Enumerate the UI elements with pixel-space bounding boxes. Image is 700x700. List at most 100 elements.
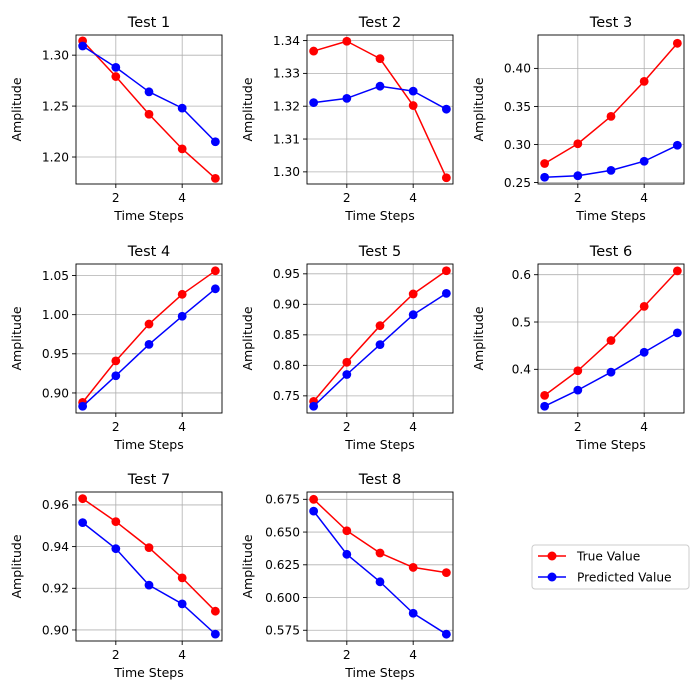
true-value-point	[144, 319, 154, 329]
y-axis-label: Amplitude	[240, 77, 255, 141]
x-axis-label: Time Steps	[344, 208, 415, 223]
pred-value-point	[375, 577, 385, 587]
axes-frame	[75, 263, 223, 414]
x-axis-label: Time Steps	[344, 437, 415, 452]
plot-area	[307, 264, 453, 413]
pred-value-point	[342, 93, 352, 103]
x-tick-label: 4	[409, 420, 417, 434]
pred-value-point	[177, 103, 187, 113]
subplot-test-5: 2 4 0.75 0.80 0.85 0.90 0.95 Test 5 Time Steps Am…	[240, 244, 454, 452]
true-value-point	[375, 548, 385, 558]
pred-value-point	[606, 165, 616, 175]
y-tick-label: 0.5	[512, 315, 531, 329]
pred-value-point	[111, 544, 121, 554]
true-value-point	[210, 173, 220, 183]
x-tick-label: 2	[112, 648, 120, 662]
true-value-point	[540, 159, 550, 168]
y-axis-label: Amplitude	[240, 534, 255, 598]
pred-value-point	[342, 549, 352, 559]
y-axis-label: Amplitude	[471, 77, 486, 141]
true-value-point	[408, 289, 418, 299]
axes-frame	[537, 34, 685, 185]
y-tick-label: 0.75	[273, 389, 300, 403]
y-tick-label: 0.96	[42, 498, 69, 512]
subplot-test-2: 2 4 1.30 1.31 1.32 1.33 1.34 Test 2 Time Steps Am…	[240, 15, 454, 223]
legend-true-label: True Value	[576, 550, 640, 564]
true-value-point	[606, 111, 616, 121]
true-value-point	[441, 266, 451, 276]
axes-frame	[306, 263, 454, 414]
true-value-point	[672, 266, 682, 276]
true-value-point	[408, 101, 418, 110]
y-tick-label: 0.95	[273, 267, 300, 281]
true-value-point	[342, 357, 352, 367]
pred-value-point	[177, 311, 187, 321]
y-tick-label: 0.90	[273, 298, 300, 312]
pred-value-point	[78, 401, 88, 411]
y-tick-label: 0.25	[504, 176, 531, 190]
pred-value-point	[144, 87, 154, 97]
y-axis-label: Amplitude	[9, 534, 24, 598]
y-tick-label: 0.35	[504, 100, 531, 114]
y-axis-label: Amplitude	[471, 306, 486, 370]
legend-frame	[531, 544, 690, 590]
y-tick-label: 0.600	[265, 591, 300, 605]
subplot-test-1: 2 4 1.20 1.25 1.30 Test 1 Time Steps Amplitude	[9, 15, 223, 223]
subplot-title: Test 3	[589, 15, 632, 31]
true-value-point	[111, 517, 121, 526]
axes-frame	[306, 491, 454, 642]
axes-frame	[306, 34, 454, 185]
pred-value-point	[606, 367, 616, 377]
x-tick-label: 2	[574, 191, 582, 205]
true-value-point	[375, 54, 385, 64]
subplot-title: Test 6	[589, 244, 632, 260]
pred-value-point	[375, 81, 385, 91]
axes-frame	[75, 491, 223, 642]
y-axis-label: Amplitude	[240, 306, 255, 370]
true-value-point	[210, 266, 220, 276]
pred-value-point	[573, 385, 583, 395]
axes-frame	[537, 263, 685, 414]
pred-value-point	[441, 288, 451, 298]
x-axis-label: Time Steps	[344, 665, 415, 680]
pred-value-point	[111, 62, 121, 72]
legend-pred-label: Predicted Value	[577, 571, 672, 585]
pred-value-point	[441, 629, 451, 639]
y-tick-label: 0.675	[265, 493, 300, 507]
pred-value-point	[78, 518, 88, 528]
subplot-title: Test 7	[127, 472, 170, 488]
true-value-point	[672, 38, 682, 48]
x-tick-label: 4	[178, 648, 186, 662]
y-tick-label: 0.90	[42, 623, 69, 637]
pred-value-point	[639, 156, 649, 166]
pred-value-point	[672, 328, 682, 338]
pred-value-point	[309, 98, 319, 108]
y-tick-label: 1.30	[273, 165, 300, 179]
y-tick-label: 0.30	[504, 138, 531, 152]
x-tick-label: 4	[640, 420, 648, 434]
pred-value-point	[210, 284, 220, 294]
y-tick-label: 1.00	[42, 308, 69, 322]
pred-value-point	[144, 340, 154, 349]
plot-area	[76, 264, 222, 413]
x-tick-label: 2	[112, 420, 120, 434]
y-tick-label: 0.650	[265, 525, 300, 539]
pred-value-point	[177, 599, 187, 609]
subplot-title: Test 5	[358, 244, 401, 260]
y-tick-label: 0.575	[265, 624, 300, 638]
x-tick-label: 4	[409, 191, 417, 205]
subplot-test-8: 2 4 0.575 0.600 0.625 0.650 0.675 Test 8 Time St…	[240, 472, 454, 680]
true-value-point	[210, 606, 220, 616]
y-tick-label: 1.05	[42, 269, 69, 283]
subplot-title: Test 1	[127, 15, 170, 31]
pred-value-point	[540, 401, 550, 411]
pred-value-point	[540, 172, 550, 182]
legend-true-marker	[547, 551, 557, 561]
subplot-title: Test 8	[358, 472, 401, 488]
pred-value-point	[573, 171, 583, 181]
y-tick-label: 1.31	[273, 132, 300, 146]
true-value-point	[111, 356, 121, 366]
true-value-point	[144, 543, 154, 553]
